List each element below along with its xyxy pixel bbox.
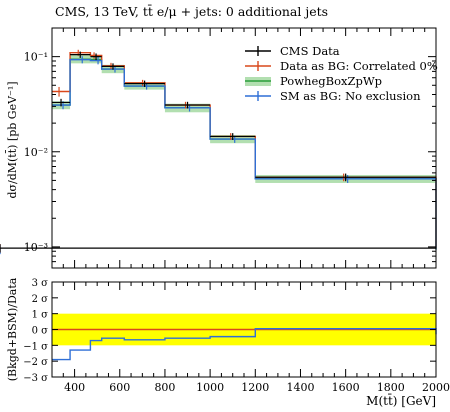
chart-title: CMS, 13 TeV, tt̄ e/μ + jets: 0 additiona… [55,3,328,19]
x-tick-label: 400 [64,381,85,394]
y-axis-label: dσ/dM(tt̄) [pb GeV⁻¹] [6,81,19,198]
legend-label: Data as BG: Correlated 0% [280,59,438,73]
legend-label: PowhegBoxZpWp [280,74,382,88]
ratio-y-tick-label: −3 σ [23,373,48,384]
x-tick-label: 1000 [196,381,224,394]
x-axis-label: M(tt̄) [GeV] [366,392,436,408]
ratio-y-tick-label: −2 σ [23,357,48,368]
main-panel: 10⁻³ 10⁻² 10⁻¹ [0,27,437,269]
legend-label: SM as BG: No exclusion [280,89,421,103]
x-tick-label: 2000 [422,381,450,394]
ratio-y-tick-label: 2 σ [32,294,49,305]
legend-label: CMS Data [280,44,340,58]
y-tick-label: 10⁻³ [24,241,48,254]
ratio-line-1 [52,328,437,361]
ratio-y-tick-label: −1 σ [23,341,48,352]
y-tick-label: 10⁻¹ [24,51,48,64]
x-tick-label: 1800 [377,381,405,394]
x-tick-label: 1400 [286,381,314,394]
x-tick-label: 1200 [241,381,269,394]
y-axis-main: 10⁻³ 10⁻² 10⁻¹ [24,27,436,269]
ratio-y-tick-label: 1 σ [32,310,49,321]
ratio-panel: 3 σ 2 σ 1 σ 0 σ −1 σ −2 σ −3 σ 400 600 800 1000 120… [23,278,450,394]
ratio-y-tick-label: 0 σ [32,326,49,337]
x-tick-label: 800 [154,381,175,394]
x-tick-label: 600 [109,381,130,394]
ratio-y-axis-label: (Bkgd+BSM)/Data [6,277,19,381]
y-tick-label: 10⁻² [24,146,48,159]
ratio-y-tick-label: 3 σ [32,278,49,289]
x-tick-label: 1600 [332,381,360,394]
series-line-3 [52,58,437,250]
